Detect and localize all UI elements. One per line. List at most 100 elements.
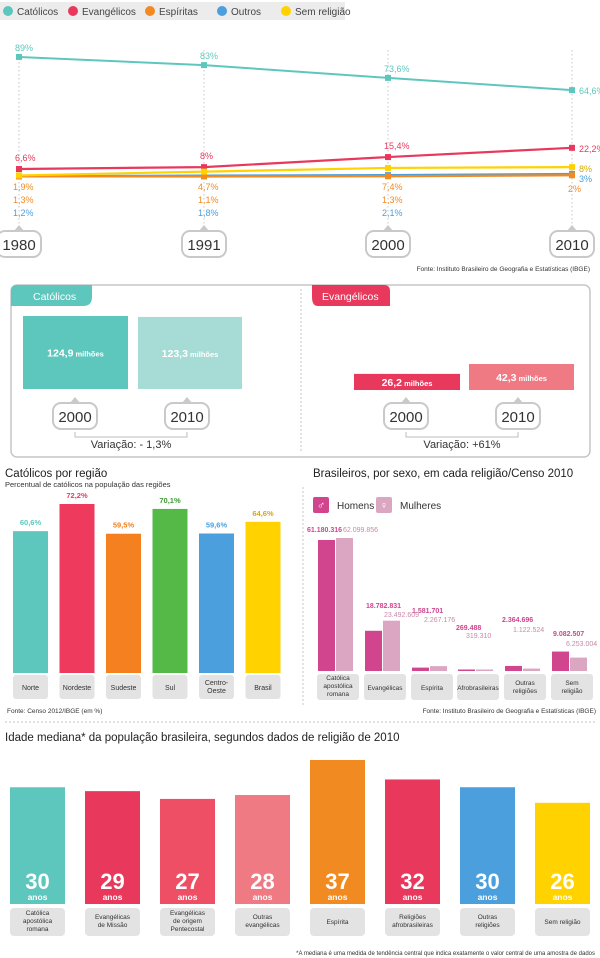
bar-value-label: 32	[400, 869, 424, 894]
bar-median-age	[460, 787, 515, 904]
data-label: 1.581.701	[412, 608, 443, 615]
category-label-bg	[13, 675, 48, 699]
panel-year-label-pointer	[401, 397, 411, 403]
variation-label: Variação: - 1,3%	[91, 439, 172, 451]
data-label: 64,6%	[579, 86, 600, 96]
data-label: 269.488	[456, 625, 481, 632]
data-point	[385, 154, 391, 161]
year-label-pointer	[567, 225, 577, 231]
data-point	[569, 87, 575, 94]
variation-bracket	[74, 432, 188, 438]
category-label: Sem religião	[562, 680, 583, 695]
legend-item-label: Mulheres	[400, 501, 441, 512]
bar-median-age	[535, 802, 590, 904]
data-label: 7,4%	[382, 182, 403, 192]
bar	[469, 364, 574, 390]
data-label: 319.310	[466, 633, 491, 640]
data-point	[201, 173, 207, 180]
bar-value-unit: milhões	[517, 374, 547, 383]
bar-homens	[412, 667, 429, 671]
year-label: 1980	[2, 237, 35, 254]
bar-value-label: 29	[100, 869, 124, 894]
category-label-bg	[310, 908, 365, 936]
series-line-sem-religião	[18, 166, 573, 177]
variation-bracket	[405, 432, 519, 438]
category-label: Religiões afrobrasileiras	[392, 914, 434, 929]
category-label-bg	[364, 674, 406, 700]
panel-year-label: 2010	[170, 409, 203, 426]
category-label: Centro-Oeste	[205, 680, 229, 695]
legend-bar	[0, 2, 345, 20]
data-label: 8%	[200, 151, 213, 161]
bar-value-label: 42,3 milhões	[496, 372, 547, 384]
bar-value-label: 37	[325, 869, 349, 894]
bar-value-number: 123,3	[162, 348, 188, 360]
category-label-bg	[551, 674, 593, 700]
category-label-bg	[460, 908, 515, 936]
evangelicos-tab	[312, 285, 390, 306]
category-label-bg	[85, 908, 140, 936]
data-point	[201, 168, 207, 175]
series-line-católicos	[18, 55, 573, 92]
category-label: Outras evangélicas	[245, 914, 280, 929]
chart-title: Católicos por região	[5, 468, 107, 480]
data-label: 18.782.831	[366, 603, 401, 610]
category-label: Espírita	[421, 685, 443, 692]
bar-mulheres	[523, 668, 540, 671]
bar-unit-label: anos	[328, 892, 348, 902]
data-label: 15,4%	[384, 141, 410, 151]
bar-mulheres	[430, 666, 447, 671]
bar-value-label: 30	[25, 869, 49, 894]
category-label: Brasil	[254, 685, 272, 692]
category-label: Outras religiões	[513, 680, 538, 695]
series-line-evangélicos	[18, 146, 573, 171]
bar-region	[59, 504, 95, 673]
bar-region	[199, 533, 234, 673]
data-label: 1,1%	[198, 195, 219, 205]
year-label-pointer	[14, 225, 24, 231]
bar-homens	[505, 665, 522, 671]
data-label: 73,6%	[384, 64, 410, 74]
legend-item-label: Evangélicos	[82, 7, 136, 18]
data-label: 3%	[579, 174, 592, 184]
category-label-bg	[10, 908, 65, 936]
data-point	[569, 164, 575, 171]
series-line-espíritas	[18, 174, 573, 178]
panel-year-label: 2000	[389, 409, 422, 426]
year-label: 2010	[555, 237, 588, 254]
bar-median-age	[235, 795, 290, 904]
data-label: 2%	[568, 184, 581, 194]
data-label: 1.122.524	[513, 627, 544, 634]
bar-value-label: 30	[475, 869, 499, 894]
category-label-bg	[106, 675, 141, 699]
legend-item-label: Outros	[231, 7, 261, 18]
bar-median-age	[85, 791, 140, 904]
category-label: Afrobrasileiras	[457, 685, 499, 692]
bar-value-number: 124,9	[47, 348, 73, 360]
panel-year-label-pointer	[513, 397, 523, 403]
category-label-bg	[152, 675, 188, 699]
bar-mulheres	[570, 657, 587, 671]
chart-subtitle: Percentual de católicos na população das…	[5, 480, 171, 489]
panel-year-label: 2010	[501, 409, 534, 426]
category-label: Católica apostólica romana	[323, 675, 353, 698]
bar-value-label: 59,6%	[206, 520, 228, 529]
homens-swatch	[313, 497, 329, 513]
data-point	[201, 62, 207, 69]
data-label: 1,3%	[13, 195, 34, 205]
legend-item-label: Espíritas	[159, 7, 198, 18]
year-label-pointer	[199, 225, 209, 231]
bar-value-label: 123,3 milhões	[162, 348, 219, 360]
female-symbol-icon: ♀	[380, 500, 388, 512]
category-label: Evangélicas de Missão	[95, 914, 131, 929]
data-label: 1,8%	[198, 208, 219, 218]
category-label: Espírita	[326, 919, 348, 926]
data-point	[569, 172, 575, 179]
bar-homens	[458, 669, 475, 671]
evangelicos-tab-label: Evangélicos	[322, 291, 379, 303]
category-label-bg	[385, 908, 440, 936]
category-label-bg	[535, 908, 590, 936]
bar-value-label: 26	[550, 869, 574, 894]
panel-year-label: 2000	[58, 409, 91, 426]
